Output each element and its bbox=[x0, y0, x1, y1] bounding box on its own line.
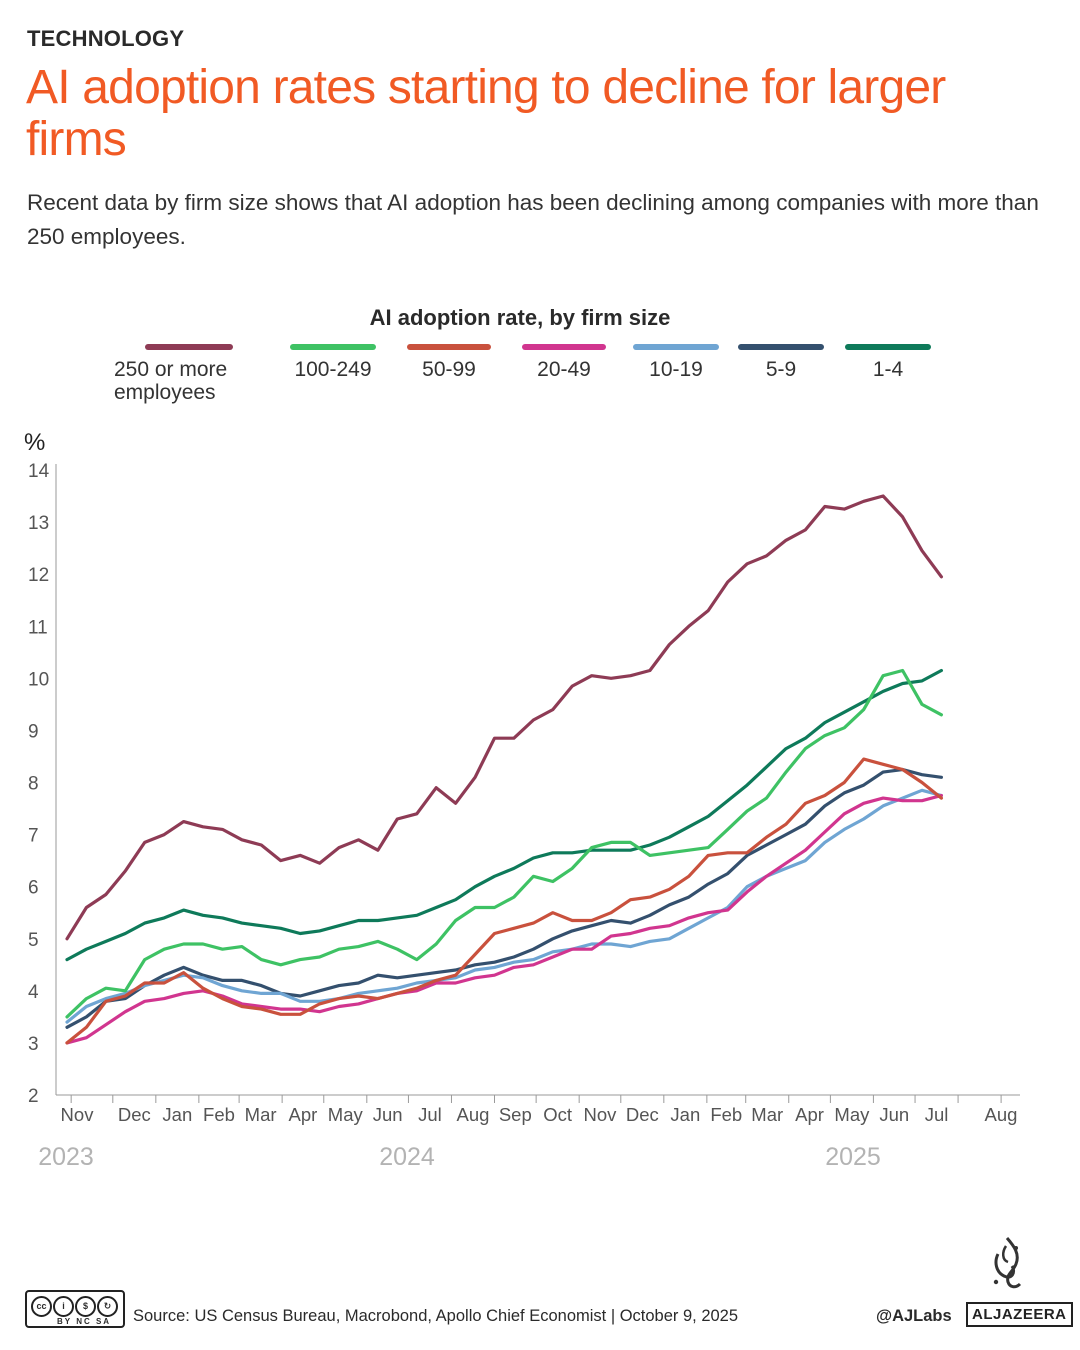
social-handle: @AJLabs bbox=[876, 1307, 952, 1325]
sa-icon: ↻ bbox=[97, 1296, 118, 1317]
y-tick-label: 12 bbox=[28, 565, 49, 586]
legend-swatch bbox=[633, 344, 719, 350]
legend: 250 or more employees 100-249 50-99 20-49 10… bbox=[105, 344, 943, 404]
x-tick-label: Apr bbox=[795, 1104, 824, 1125]
x-tick-label: Aug bbox=[457, 1104, 490, 1125]
y-tick-label: 14 bbox=[28, 461, 50, 482]
x-tick-label: Mar bbox=[751, 1104, 783, 1125]
legend-item: 1-4 bbox=[833, 344, 943, 404]
x-tick-label: Jan bbox=[670, 1104, 700, 1125]
year-label: 2024 bbox=[379, 1143, 435, 1171]
series-line bbox=[65, 757, 943, 1045]
x-tick-label: Feb bbox=[203, 1104, 235, 1125]
source-line: Source: US Census Bureau, Macrobond, Apo… bbox=[133, 1307, 739, 1325]
y-tick-label: 8 bbox=[28, 774, 39, 795]
y-tick-label: 2 bbox=[28, 1086, 39, 1107]
series-line bbox=[65, 668, 943, 1019]
x-tick-label: Dec bbox=[626, 1104, 659, 1125]
x-tick-label: Jun bbox=[373, 1104, 403, 1125]
legend-label: 20-49 bbox=[537, 358, 591, 381]
legend-item: 20-49 bbox=[505, 344, 623, 404]
x-tick-label: May bbox=[328, 1104, 364, 1125]
y-tick-label: 7 bbox=[28, 826, 39, 847]
series-line bbox=[65, 788, 943, 1024]
creative-commons-badge: cc i $ ↻ BY NC SA bbox=[25, 1290, 125, 1328]
x-tick-label: Jan bbox=[162, 1104, 192, 1125]
x-tick-label: May bbox=[834, 1104, 870, 1125]
line-chart: % 2 3 4 5 6 7 8 9 10 11 12 13 14 Nov Dec Jan Feb Mar Apr May… bbox=[24, 429, 1020, 1171]
legend-swatch bbox=[290, 344, 376, 350]
chart-headline: AI adoption rates starting to decline fo… bbox=[26, 61, 946, 166]
x-tick-label: Aug bbox=[985, 1104, 1018, 1125]
category-label: TECHNOLOGY bbox=[27, 26, 185, 51]
x-tick-label: Nov bbox=[584, 1104, 618, 1125]
x-tick-label: Apr bbox=[289, 1104, 318, 1125]
legend-swatch bbox=[738, 344, 824, 350]
legend-item: 5-9 bbox=[729, 344, 833, 404]
nc-icon: $ bbox=[75, 1296, 96, 1317]
y-tick-label: 9 bbox=[28, 721, 39, 742]
legend-swatch bbox=[145, 344, 233, 350]
footer: cc i $ ↻ BY NC SA Source: US Census Bure… bbox=[0, 1288, 1080, 1338]
series-line bbox=[65, 668, 943, 962]
y-tick-label: 13 bbox=[28, 513, 49, 534]
x-tick-label: Nov bbox=[61, 1104, 95, 1125]
legend-label: 5-9 bbox=[765, 358, 797, 381]
legend-swatch bbox=[522, 344, 606, 350]
y-tick-label: 11 bbox=[28, 617, 48, 638]
license-tags: BY NC SA bbox=[57, 1317, 112, 1326]
series-line bbox=[65, 793, 943, 1045]
brand-logo: ALJAZEERA bbox=[966, 1302, 1073, 1327]
legend-swatch bbox=[407, 344, 491, 350]
y-tick-label: 6 bbox=[28, 878, 39, 899]
legend-label: 50-99 bbox=[422, 358, 476, 381]
y-tick-label: 3 bbox=[28, 1034, 39, 1055]
legend-item: 10-19 bbox=[623, 344, 729, 404]
cc-icon: cc bbox=[31, 1296, 52, 1317]
legend-item: 250 or more employees bbox=[105, 344, 273, 404]
legend-item: 50-99 bbox=[393, 344, 505, 404]
x-tick-label: Oct bbox=[543, 1104, 572, 1125]
series-line bbox=[65, 494, 943, 941]
series-line bbox=[65, 767, 943, 1029]
y-tick-label: 5 bbox=[28, 930, 39, 951]
x-tick-label: Jun bbox=[879, 1104, 909, 1125]
year-label: 2025 bbox=[825, 1143, 881, 1171]
x-tick-label: Dec bbox=[118, 1104, 151, 1125]
legend-item: 100-249 bbox=[273, 344, 393, 404]
x-tick-label: Jul bbox=[925, 1104, 949, 1125]
x-tick-label: Mar bbox=[245, 1104, 277, 1125]
legend-title: AI adoption rate, by firm size bbox=[369, 305, 671, 330]
by-icon: i bbox=[53, 1296, 74, 1317]
y-tick-label: 4 bbox=[28, 982, 39, 1003]
legend-label: 250 or more employees bbox=[114, 358, 228, 404]
x-tick-label: Feb bbox=[710, 1104, 742, 1125]
y-axis-unit-label: % bbox=[24, 429, 45, 456]
aljazeera-emblem-icon bbox=[993, 1237, 1022, 1289]
legend-label: 10-19 bbox=[649, 358, 703, 381]
y-tick-label: 10 bbox=[28, 669, 49, 690]
year-label: 2023 bbox=[38, 1143, 94, 1171]
legend-label: 100-249 bbox=[294, 358, 372, 381]
x-tick-label: Sep bbox=[499, 1104, 532, 1125]
x-tick-label: Jul bbox=[418, 1104, 442, 1125]
legend-swatch bbox=[845, 344, 931, 350]
legend-label: 1-4 bbox=[872, 358, 904, 381]
chart-description: Recent data by firm size shows that AI a… bbox=[27, 190, 1039, 249]
